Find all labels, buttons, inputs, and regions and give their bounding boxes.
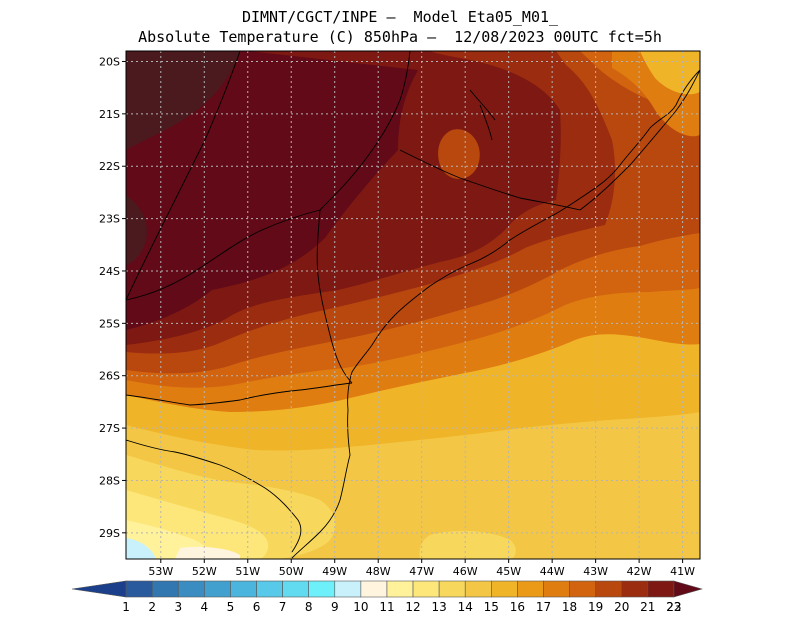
temperature-field bbox=[126, 51, 700, 559]
colorbar-swatch bbox=[125, 580, 153, 598]
border-sp-rj bbox=[399, 149, 581, 211]
colorbar-swatch bbox=[256, 580, 283, 598]
lon-label: 43W bbox=[583, 565, 608, 578]
colorbar-swatch bbox=[491, 580, 518, 598]
colorbar-swatch bbox=[621, 580, 649, 598]
border-sp-pr bbox=[316, 209, 353, 384]
colorbar-swatch bbox=[308, 580, 336, 598]
lon-label: 49W bbox=[322, 565, 347, 578]
colorbar-label: 2 bbox=[148, 600, 156, 614]
map-title-line1: DIMNT/CGCT/INPE — Model Eta05_M01_ bbox=[241, 8, 559, 26]
lat-label: 25S bbox=[99, 317, 120, 330]
lat-label: 21S bbox=[99, 108, 120, 121]
colorbar-label: 21 bbox=[640, 600, 655, 614]
colorbar-label: 14 bbox=[458, 600, 473, 614]
colorbar-label: 7 bbox=[279, 600, 287, 614]
colorbar-swatch bbox=[438, 580, 466, 598]
plot-frame bbox=[125, 50, 701, 560]
lon-label: 51W bbox=[235, 565, 260, 578]
colorbar-label: 6 bbox=[253, 600, 261, 614]
colorbar-swatch bbox=[230, 580, 257, 598]
colorbar-swatch bbox=[71, 580, 127, 598]
map-title-line2: Absolute Temperature (C) 850hPa — 12/08/… bbox=[138, 28, 662, 46]
colorbar-label: 22 bbox=[666, 600, 681, 614]
longitude-labels: 53W 52W 51W 50W 49W 48W 47W 46W 45W 44W 43W 42W 41W bbox=[148, 559, 695, 578]
lon-label: 53W bbox=[148, 565, 173, 578]
lon-label: 46W bbox=[453, 565, 478, 578]
colorbar-swatch bbox=[386, 580, 414, 598]
lon-label: 44W bbox=[540, 565, 565, 578]
colorbar-label: 4 bbox=[201, 600, 209, 614]
colorbar-swatch bbox=[204, 580, 231, 598]
lat-label: 23S bbox=[99, 213, 120, 226]
lat-label: 27S bbox=[99, 422, 120, 435]
colorbar-label: 23 bbox=[666, 600, 681, 614]
latitude-labels: 20S 21S 22S 23S 24S 25S 26S 27S 28S 29S bbox=[99, 55, 126, 540]
border-ms-go bbox=[126, 51, 241, 301]
lat-label: 22S bbox=[99, 160, 120, 173]
coastline bbox=[291, 69, 700, 559]
river bbox=[469, 89, 496, 141]
lon-label: 45W bbox=[496, 565, 521, 578]
colorbar-label: 18 bbox=[562, 600, 577, 614]
colorbar-label: 19 bbox=[588, 600, 603, 614]
temp-band-23 bbox=[126, 51, 240, 150]
colorbar-swatch bbox=[595, 580, 623, 598]
colorbar-swatch bbox=[543, 580, 570, 598]
temp-band-10 bbox=[126, 538, 156, 559]
lat-label: 24S bbox=[99, 265, 120, 278]
colorbar-label: 13 bbox=[431, 600, 446, 614]
colorbar-swatch bbox=[282, 580, 309, 598]
colorbar-label: 3 bbox=[174, 600, 182, 614]
lon-label: 50W bbox=[279, 565, 304, 578]
lat-label: 29S bbox=[99, 527, 120, 540]
colorbar-swatch bbox=[151, 580, 179, 598]
colorbar-swatch bbox=[647, 580, 675, 598]
colorbar-label: 20 bbox=[614, 600, 629, 614]
colorbar-label: 17 bbox=[536, 600, 551, 614]
lon-label: 42W bbox=[627, 565, 652, 578]
borders bbox=[126, 51, 700, 559]
colorbar-label: 9 bbox=[331, 600, 339, 614]
colorbar-label: 5 bbox=[227, 600, 235, 614]
colorbar-label: 16 bbox=[510, 600, 525, 614]
border-sp-mg bbox=[319, 51, 411, 211]
colorbar-swatch bbox=[412, 580, 440, 598]
border-sc-rs bbox=[126, 439, 302, 553]
colorbar-label: 11 bbox=[379, 600, 394, 614]
colorbar-label: 8 bbox=[305, 600, 313, 614]
colorbar-swatch bbox=[464, 580, 492, 598]
lat-label: 26S bbox=[99, 370, 120, 383]
temp-band-11 bbox=[175, 546, 240, 559]
colorbar-label: 15 bbox=[484, 600, 499, 614]
border-rj-es bbox=[579, 69, 700, 211]
border-ms-pr bbox=[126, 209, 321, 301]
colorbar-swatch bbox=[673, 580, 704, 598]
border-pr-sc bbox=[126, 382, 353, 406]
colorbar-swatch bbox=[360, 580, 388, 598]
gridlines bbox=[126, 51, 700, 559]
colorbar-label: 12 bbox=[405, 600, 420, 614]
colorbar-swatch bbox=[517, 580, 544, 598]
lon-label: 47W bbox=[409, 565, 434, 578]
lon-label: 52W bbox=[192, 565, 217, 578]
colorbar-label: 10 bbox=[353, 600, 368, 614]
lat-label: 28S bbox=[99, 474, 120, 487]
colorbar-swatch bbox=[177, 580, 205, 598]
lon-label: 41W bbox=[670, 565, 695, 578]
lon-label: 48W bbox=[366, 565, 391, 578]
colorbar-swatch bbox=[334, 580, 362, 598]
colorbar-swatch bbox=[569, 580, 596, 598]
colorbar-label: 1 bbox=[122, 600, 130, 614]
lat-label: 20S bbox=[99, 55, 120, 68]
